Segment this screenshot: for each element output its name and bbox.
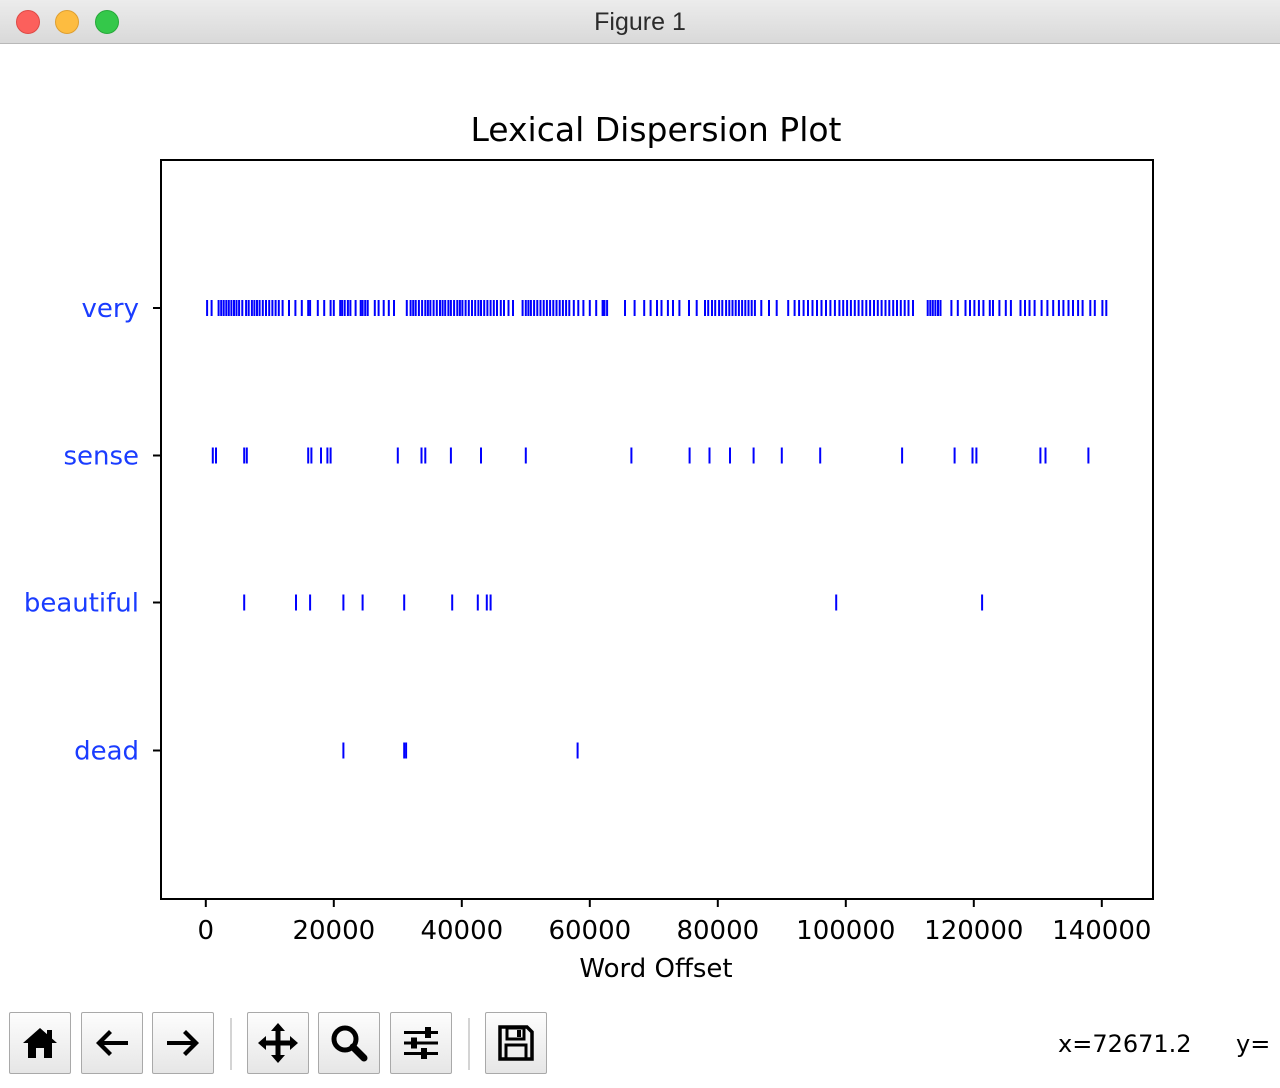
cursor-x-readout: x=72671.2 (1058, 1030, 1192, 1058)
y-tick-label: sense (63, 442, 139, 472)
pan-button[interactable] (247, 1012, 309, 1074)
x-tick-label: 100000 (796, 916, 895, 946)
back-button[interactable] (81, 1012, 143, 1074)
x-axis: 0 20000 40000 60000 80000 100000 120000 140000 (198, 899, 1151, 946)
close-window-button[interactable] (16, 10, 40, 34)
y-tick-label: beautiful (24, 589, 139, 619)
x-tick-label: 80000 (676, 916, 759, 946)
magnifier-icon (331, 1025, 368, 1062)
chart-title: Lexical Dispersion Plot (471, 110, 842, 149)
series-very (206, 300, 1108, 316)
home-icon (23, 1028, 57, 1058)
forward-button[interactable] (152, 1012, 214, 1074)
toolbar-separator (230, 1018, 232, 1070)
x-tick-label: 140000 (1052, 916, 1151, 946)
home-button[interactable] (9, 1012, 71, 1074)
x-tick-label: 120000 (924, 916, 1023, 946)
y-tick-label: dead (74, 737, 139, 767)
figure-canvas[interactable]: Lexical Dispersion Plot very sense beautif… (0, 44, 1280, 1008)
x-tick-label: 60000 (548, 916, 631, 946)
series-dead (342, 742, 579, 759)
cursor-coordinates: x=72671.2 y= (1058, 1030, 1280, 1064)
plot-marks (206, 300, 1108, 759)
window-titlebar: Figure 1 (0, 0, 1280, 44)
zoom-button[interactable] (318, 1012, 380, 1074)
navigation-toolbar (0, 1008, 1280, 1088)
configure-subplots-button[interactable] (390, 1012, 452, 1074)
series-sense (211, 447, 1090, 464)
x-axis-label: Word Offset (579, 954, 732, 984)
toolbar-separator (468, 1018, 470, 1070)
window-title: Figure 1 (594, 8, 686, 36)
save-button[interactable] (485, 1012, 547, 1074)
axes-frame (160, 159, 1154, 900)
floppy-disk-icon (498, 1025, 534, 1061)
sliders-icon (404, 1027, 438, 1059)
move-icon (258, 1023, 298, 1063)
minimize-window-button[interactable] (55, 10, 79, 34)
x-tick-label: 0 (198, 916, 215, 946)
arrow-right-icon (167, 1030, 199, 1056)
y-tick-label: very (82, 294, 139, 324)
cursor-y-readout: y= (1236, 1030, 1271, 1058)
x-tick-label: 20000 (292, 916, 375, 946)
arrow-left-icon (96, 1030, 128, 1056)
series-beautiful (243, 594, 984, 611)
y-axis: very sense beautiful dead (24, 294, 161, 767)
x-tick-label: 40000 (420, 916, 503, 946)
maximize-window-button[interactable] (95, 10, 119, 34)
